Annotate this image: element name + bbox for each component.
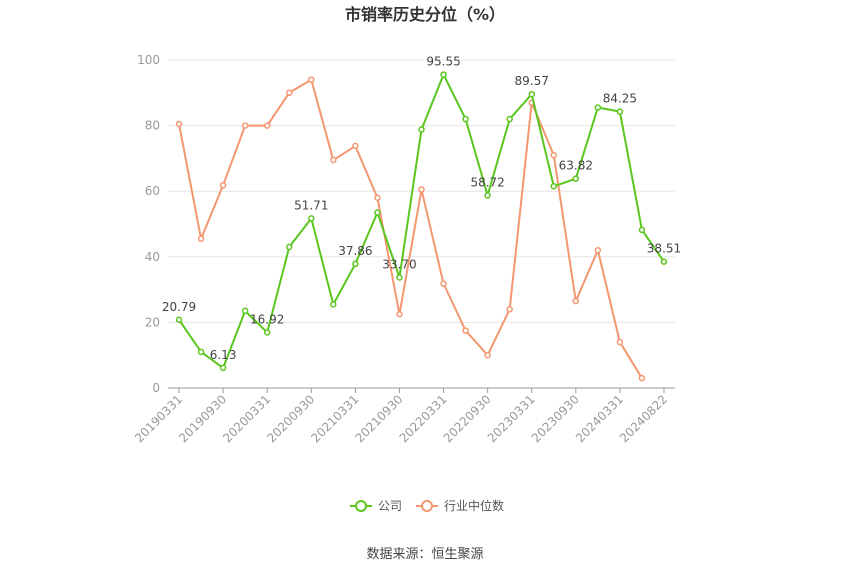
data-label: 63.82 — [559, 159, 593, 173]
point — [660, 258, 668, 265]
point — [175, 316, 183, 324]
data-label: 20.79 — [162, 300, 196, 314]
point — [638, 374, 646, 382]
point — [308, 76, 315, 83]
x-tick-label: 20240822 — [617, 392, 670, 445]
point — [616, 108, 624, 115]
y-tick-label: 100 — [137, 53, 160, 67]
point — [219, 182, 227, 189]
point — [396, 274, 403, 281]
point — [484, 351, 491, 359]
data-label: 84.25 — [603, 92, 637, 106]
data-label: 51.71 — [294, 198, 328, 212]
point — [484, 192, 491, 199]
point — [285, 89, 293, 97]
legend-marker — [421, 500, 433, 512]
point — [197, 235, 205, 243]
point — [462, 327, 469, 334]
y-tick-label: 0 — [152, 381, 160, 395]
point — [638, 226, 646, 234]
data-label: 6.13 — [210, 348, 237, 362]
point — [197, 348, 205, 356]
point — [506, 306, 513, 313]
point — [594, 104, 602, 111]
point — [330, 156, 337, 164]
legend-label: 行业中位数 — [444, 498, 504, 513]
point — [616, 338, 624, 346]
legend-label: 公司 — [378, 499, 402, 513]
point — [550, 151, 558, 159]
point — [374, 194, 381, 202]
point — [462, 115, 469, 123]
point — [418, 186, 425, 193]
point — [396, 310, 403, 318]
data-label: 37.86 — [338, 244, 372, 258]
point — [440, 71, 447, 78]
chart-title: 市销率历史分位（%） — [345, 5, 505, 24]
data-label: 89.57 — [515, 74, 549, 88]
point — [308, 215, 315, 222]
data-label: 95.55 — [426, 55, 460, 69]
point — [572, 297, 580, 305]
y-tick-label: 80 — [145, 119, 160, 133]
point — [241, 307, 249, 315]
point — [285, 243, 293, 251]
point — [352, 260, 359, 268]
point — [418, 126, 425, 133]
data-label: 33.70 — [382, 257, 416, 271]
y-tick-label: 40 — [145, 250, 160, 264]
y-tick-label: 20 — [145, 315, 160, 329]
data-label: 58.72 — [470, 175, 504, 189]
source: 数据来源：恒生聚源 — [366, 547, 483, 562]
legend-marker — [355, 500, 367, 512]
point — [374, 209, 381, 216]
point — [241, 122, 249, 129]
point — [330, 301, 337, 308]
point — [506, 115, 513, 123]
data-label: 38.51 — [647, 242, 681, 256]
point — [440, 280, 447, 287]
point — [572, 175, 580, 182]
y-tick-label: 60 — [145, 184, 160, 198]
point — [263, 329, 271, 336]
data-label: 16.92 — [250, 313, 284, 327]
point — [550, 183, 558, 190]
series-line — [178, 78, 643, 379]
point — [263, 122, 271, 129]
point — [352, 142, 359, 150]
point — [528, 90, 535, 98]
point — [219, 364, 227, 372]
point — [594, 246, 602, 254]
point — [175, 120, 183, 128]
